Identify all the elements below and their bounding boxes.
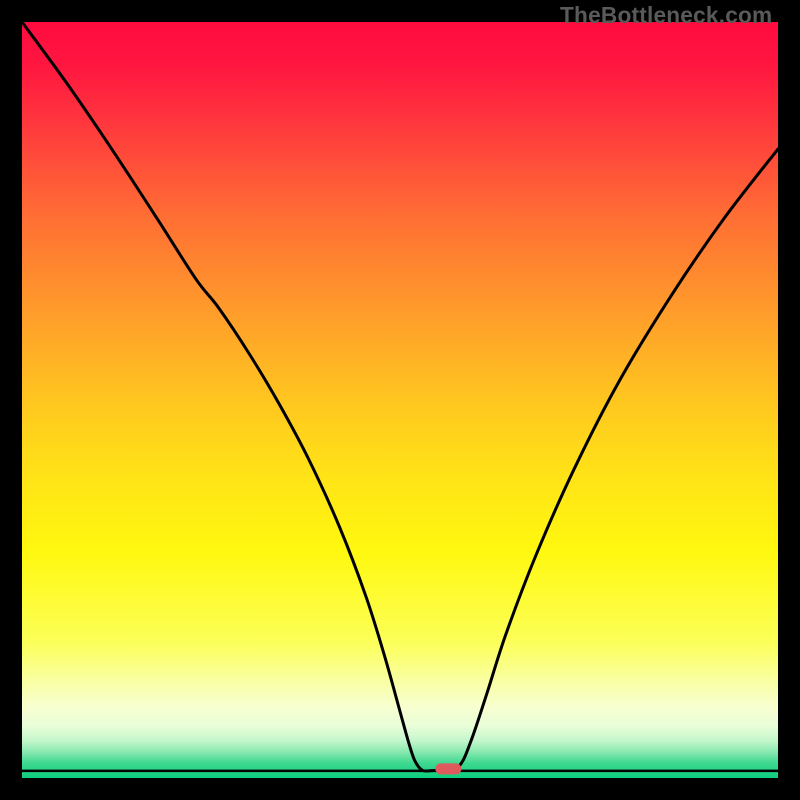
gradient-background bbox=[22, 22, 778, 778]
optimal-marker bbox=[435, 763, 461, 774]
watermark-text: TheBottleneck.com bbox=[560, 2, 772, 29]
chart-frame bbox=[22, 22, 778, 778]
chart-svg bbox=[22, 22, 778, 778]
